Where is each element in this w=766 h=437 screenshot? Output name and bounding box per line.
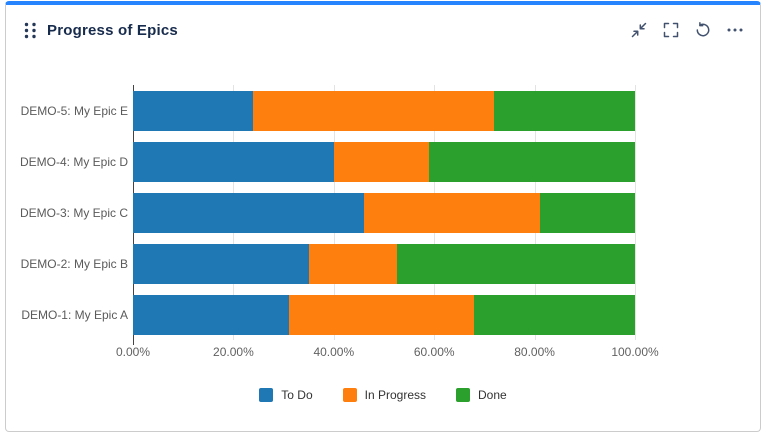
category-label: DEMO-4: My Epic D [19,154,128,169]
stacked-bar [133,141,635,182]
bar-segment-done[interactable] [494,90,635,131]
gadget-card: Progress of Epics [5,1,761,432]
stacked-bar-chart: DEMO-5: My Epic E DEMO-4: My Epic D DEMO-3… [19,85,760,345]
stacked-bar [133,90,635,131]
bar-row [133,238,635,289]
category-label: DEMO-5: My Epic E [20,103,128,118]
gadget-title: Progress of Epics [47,21,178,39]
bar-segment-in-progress[interactable] [308,243,397,284]
legend-label: In Progress [364,388,427,402]
legend-item-done[interactable]: Done [456,388,507,402]
gadget-toolbar [630,21,744,39]
legend-swatch [456,388,471,402]
bar-segment-in-progress[interactable] [288,294,475,335]
bar-row [133,136,635,187]
bar-segment-done[interactable] [474,294,635,335]
gridline [635,85,636,340]
bar-segment-in-progress[interactable] [333,141,430,182]
stacked-bar [133,192,635,233]
gadget-header: Progress of Epics [6,5,760,49]
bar-row [133,187,635,238]
bar-segment-to-do[interactable] [133,192,364,233]
stacked-bar [133,294,635,335]
bar-segment-done[interactable] [396,243,635,284]
bar-segment-done[interactable] [429,141,635,182]
bar-row [133,289,635,340]
x-tick-label: 20.00% [213,345,254,359]
bar-segment-in-progress[interactable] [363,192,540,233]
x-tick-label: 100.00% [611,345,659,359]
legend-item-in-progress[interactable]: In Progress [342,388,427,402]
refresh-icon[interactable] [694,21,712,39]
category-label: DEMO-1: My Epic A [21,307,128,322]
bar-segment-in-progress[interactable] [253,90,495,131]
bar-segment-done[interactable] [539,192,635,233]
stacked-bar [133,243,635,284]
category-label: DEMO-2: My Epic B [20,256,128,271]
legend-swatch [342,388,357,402]
more-icon[interactable] [726,21,744,39]
x-tick-label: 40.00% [313,345,355,359]
bar-row [133,85,635,136]
collapse-icon[interactable] [630,21,648,39]
chart-legend: To Do In Progress Done [6,388,760,402]
category-label: DEMO-3: My Epic C [19,205,128,220]
legend-item-to-do[interactable]: To Do [259,388,313,402]
legend-label: Done [478,388,507,402]
y-axis-labels: DEMO-5: My Epic E DEMO-4: My Epic D DEMO-3… [19,85,133,340]
bar-segment-to-do[interactable] [133,141,334,182]
bar-segment-to-do[interactable] [133,294,289,335]
legend-label: To Do [281,388,313,402]
drag-handle-icon[interactable] [24,22,37,39]
bar-segment-to-do[interactable] [133,243,309,284]
x-tick-label: 60.00% [413,345,455,359]
x-tick-label: 0.00% [115,345,151,359]
x-tick-label: 80.00% [514,345,555,359]
plot-area [133,85,636,345]
fullscreen-icon[interactable] [662,21,680,39]
x-axis-labels: 0.00% 20.00% 40.00% 60.00% 80.00% 100.00% [116,345,659,361]
bar-segment-to-do[interactable] [133,90,254,131]
legend-swatch [259,388,274,402]
